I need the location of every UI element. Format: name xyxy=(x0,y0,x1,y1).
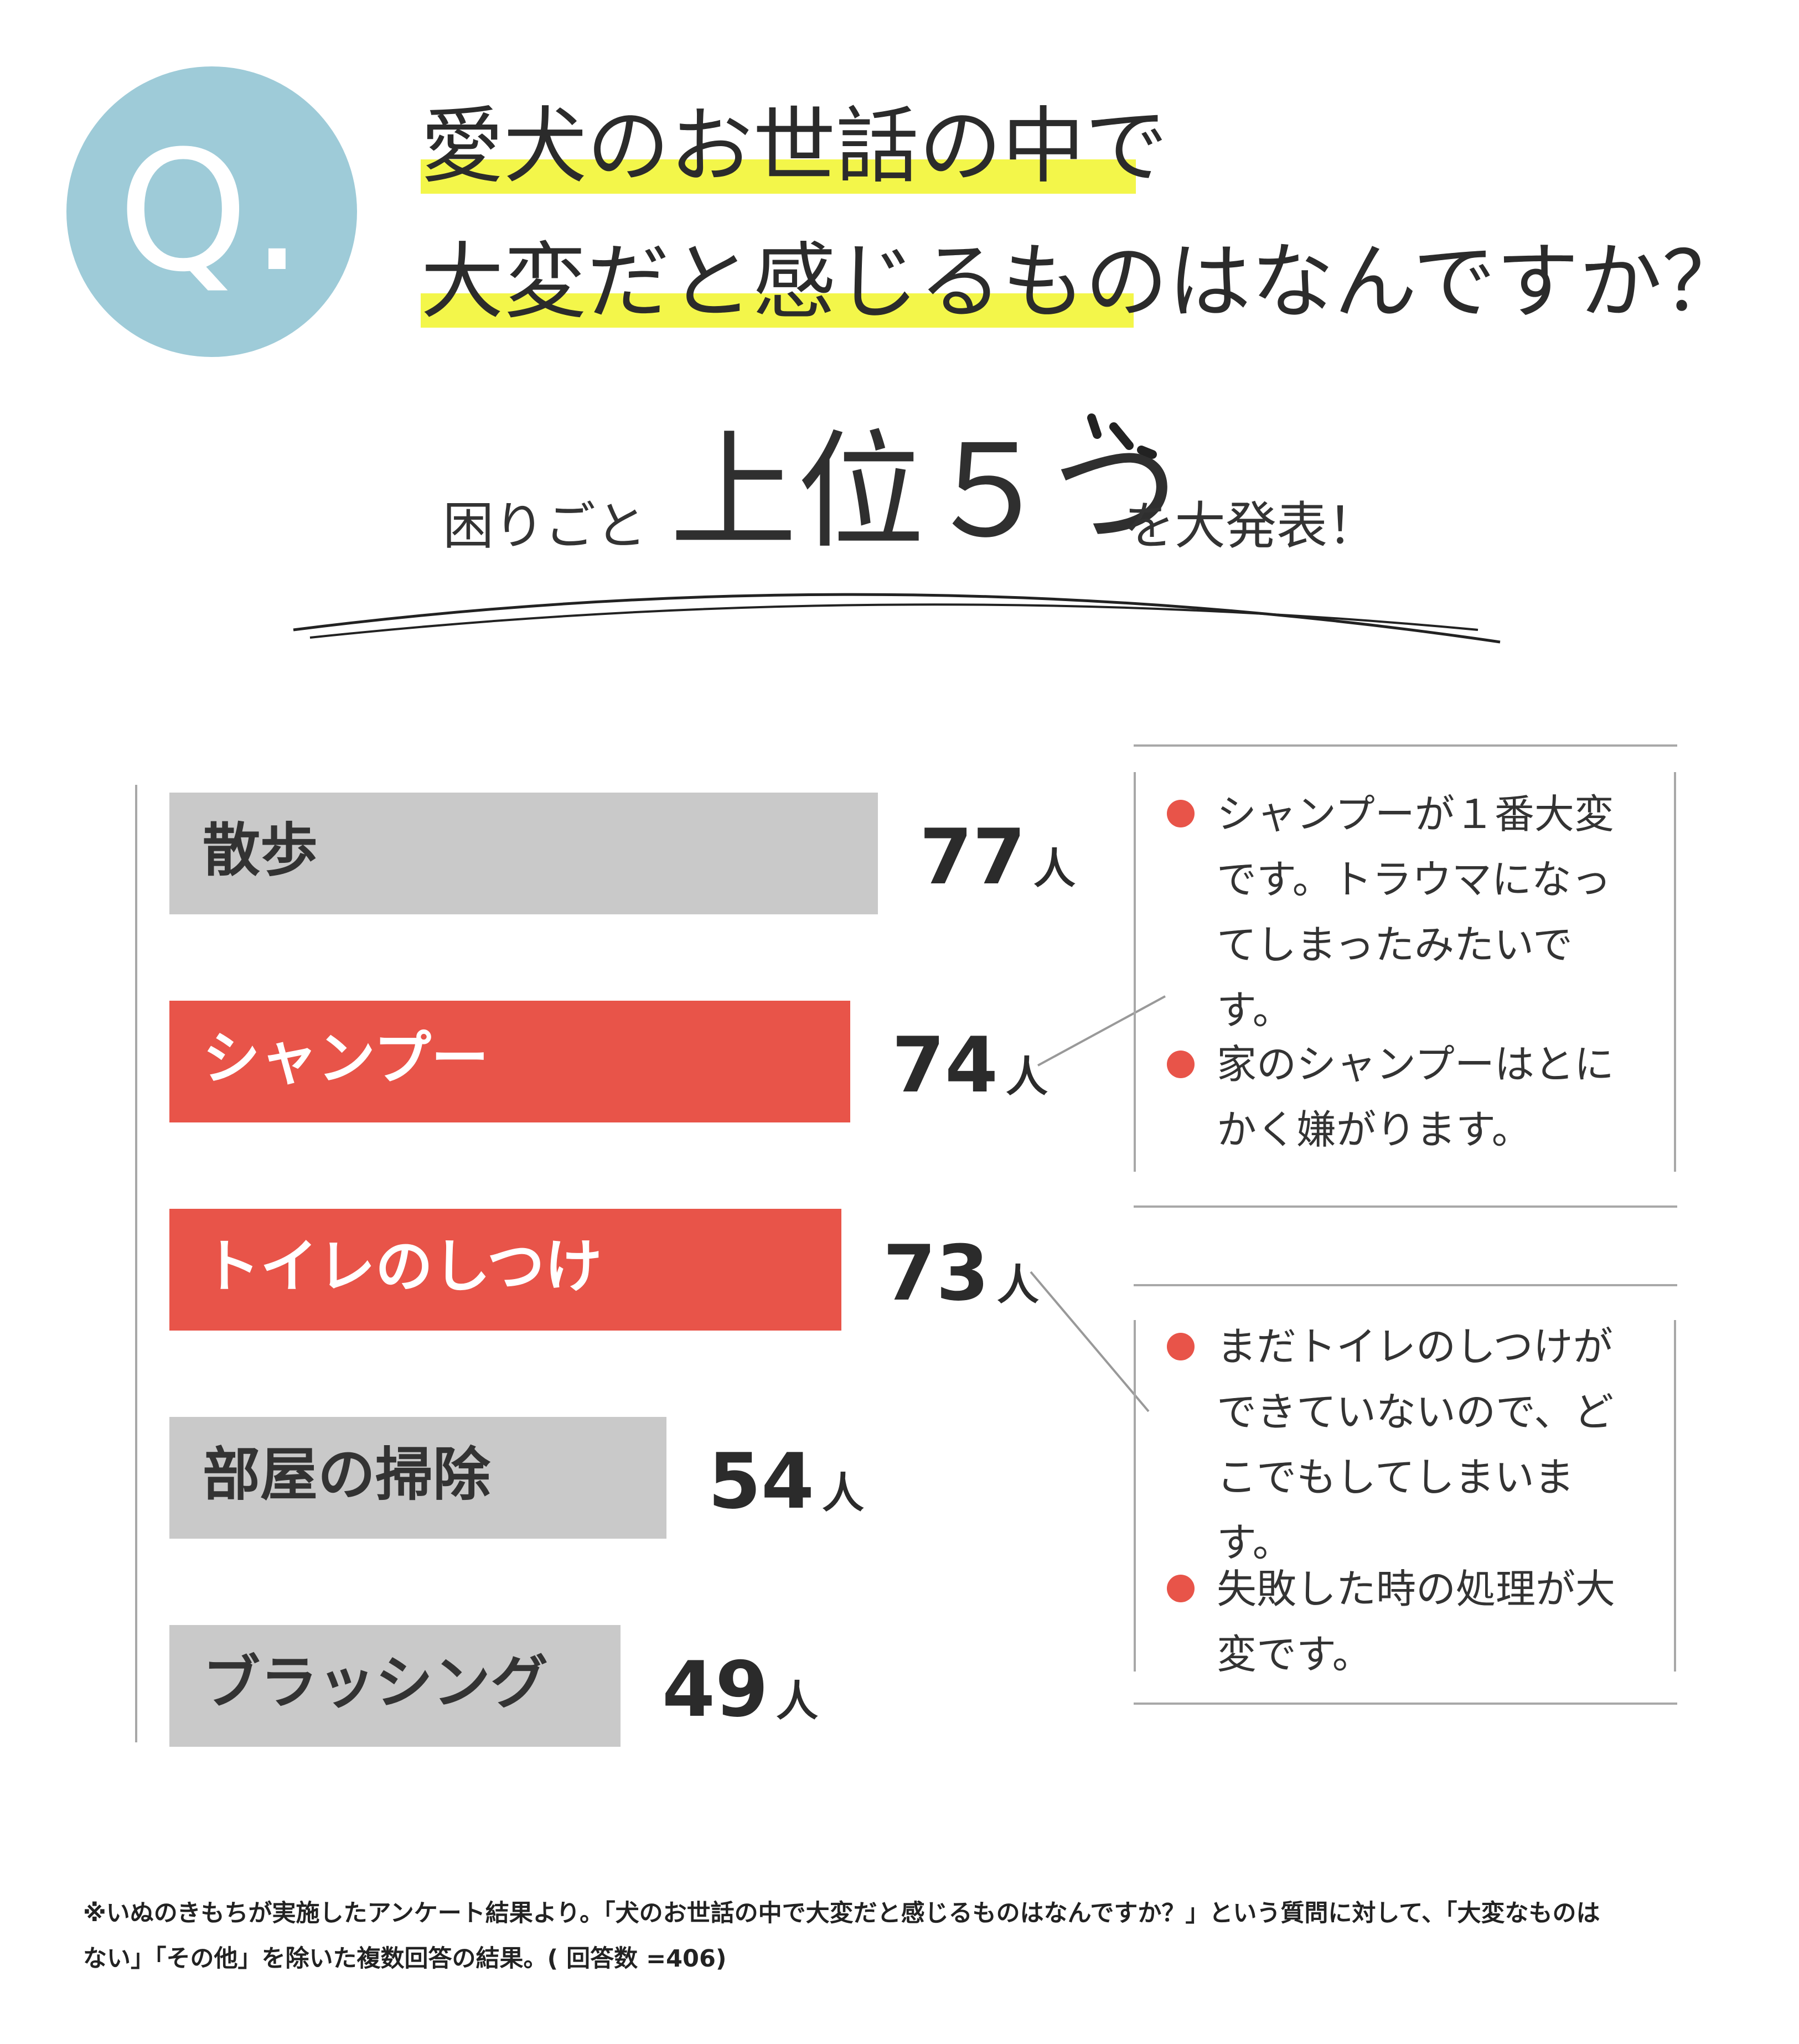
comment-toilet-2: 失敗した時の処理が大変です。 xyxy=(1217,1556,1629,1687)
box-top-border xyxy=(1134,744,1677,747)
subtitle-prefix: 困りごと xyxy=(443,496,647,556)
comment-toilet-2-text: 失敗した時の処理が大変です。 xyxy=(1217,1566,1616,1678)
value-number: 54 xyxy=(708,1437,815,1526)
bar-brushing xyxy=(169,1625,621,1747)
subtitle-suffix: を大発表！ xyxy=(1124,496,1379,556)
q-circle-icon: Q. xyxy=(66,66,357,357)
swoosh-divider xyxy=(293,593,1501,644)
value-unit: 人 xyxy=(776,1676,819,1726)
subtitle-big: 上位５つ xyxy=(670,418,1180,566)
bar-label-shampoo: シャンプー xyxy=(203,1024,489,1092)
box-bottom-border xyxy=(1134,1205,1677,1208)
value-number: 49 xyxy=(662,1645,769,1734)
value-unit: 人 xyxy=(997,1260,1040,1310)
chart-axis-line xyxy=(135,785,137,1742)
bar-toilet xyxy=(169,1209,841,1331)
footnote-line-2: ない」「その他」を除いた複数回答の結果。( 回答数 =406) xyxy=(83,1945,727,1973)
box-top-border xyxy=(1134,1284,1677,1286)
box-right-border xyxy=(1674,1320,1676,1672)
title-line-2: 大変だと感じるものはなんですか？ xyxy=(421,234,1745,330)
comment-shampoo-2-text: 家のシャンプーはとにかく嫌がります。 xyxy=(1217,1041,1614,1153)
value-label-walk: 77 人 xyxy=(919,819,1076,896)
value-unit: 人 xyxy=(822,1468,865,1518)
value-label-toilet: 73 人 xyxy=(883,1235,1039,1312)
value-label-brushing: 49 人 xyxy=(662,1652,818,1728)
comment-toilet-1: まだトイレのしつけができていないので、どこでもしてしまいます。 xyxy=(1217,1314,1629,1575)
box-left-border xyxy=(1134,1320,1136,1672)
value-number: 73 xyxy=(883,1229,990,1318)
sparkle-icon xyxy=(1087,413,1157,459)
bar-cleaning xyxy=(169,1417,666,1539)
value-label-shampoo: 74 人 xyxy=(892,1027,1048,1104)
box-right-border xyxy=(1674,772,1676,1172)
footnote-line-1: ※いぬのきもちが実施したアンケート結果より。「犬のお世話の中で大変だと感じるもの… xyxy=(83,1900,1600,1927)
comment-shampoo-2: 家のシャンプーはとにかく嫌がります。 xyxy=(1217,1032,1629,1162)
bullet-icon xyxy=(1167,1575,1195,1602)
comment-shampoo-1: シャンプーが１番大変です。トラウマになってしまったみたいです。 xyxy=(1217,782,1629,1043)
bullet-icon xyxy=(1167,800,1195,827)
box-bottom-border xyxy=(1134,1703,1677,1705)
bullet-icon xyxy=(1167,1051,1195,1078)
title-highlight-2 xyxy=(421,293,1134,328)
bar-label-brushing: ブラッシング xyxy=(203,1649,549,1716)
bar-shampoo xyxy=(169,1001,850,1122)
bullet-icon xyxy=(1167,1333,1195,1360)
value-number: 77 xyxy=(919,813,1026,902)
comment-shampoo-1-text: シャンプーが１番大変です。トラウマになってしまったみたいです。 xyxy=(1217,791,1614,1033)
bar-walk xyxy=(169,793,878,914)
title-line-1: 愛犬のお世話の中で xyxy=(421,99,1169,195)
box-left-border xyxy=(1134,772,1136,1172)
comment-toilet-1-text: まだトイレのしつけができていないので、どこでもしてしまいます。 xyxy=(1217,1323,1614,1566)
value-label-cleaning: 54 人 xyxy=(708,1443,864,1520)
bar-label-walk: 散歩 xyxy=(203,816,318,884)
bar-label-toilet: トイレのしつけ xyxy=(203,1233,602,1300)
value-number: 74 xyxy=(892,1021,999,1110)
value-unit: 人 xyxy=(1033,844,1076,893)
bar-label-cleaning: 部屋の掃除 xyxy=(203,1441,491,1508)
title-highlight-1 xyxy=(421,159,1136,194)
